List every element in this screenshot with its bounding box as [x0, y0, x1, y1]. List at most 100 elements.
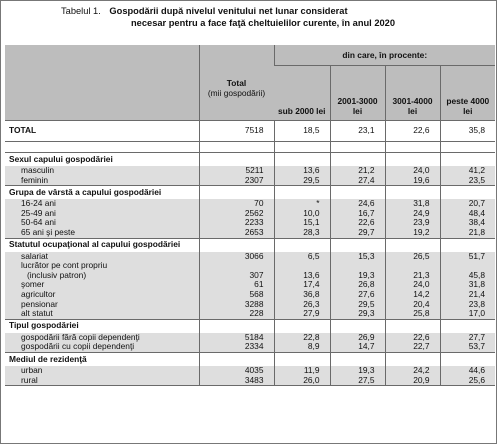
section-title: Statutul ocupaţional al capului gospodăr…	[5, 237, 199, 252]
header-col-3001-4000: 3001-4000 lei	[384, 65, 440, 121]
row-pct-1: 28,3	[273, 227, 330, 239]
total-pct-4: 35,8	[439, 120, 496, 142]
header-total-label: Total	[226, 77, 247, 88]
row-total: 2562	[198, 208, 274, 219]
row-pct-4: 23,5	[439, 175, 496, 186]
row-pct-2: 14,7	[329, 342, 385, 353]
header-total: Total (mii gospodării)	[198, 45, 274, 121]
row-total: 5184	[198, 332, 274, 343]
row-pct-4: 51,7	[439, 251, 496, 262]
row-pct-3: 24,2	[384, 365, 440, 376]
table-row: gospodării fără copii dependenţi 5184 22…	[5, 332, 496, 343]
total-row: TOTAL 7518 18,5 23,1 22,6 35,8	[5, 120, 496, 142]
row-total: 3066	[198, 251, 274, 262]
row-pct-2: 29,5	[329, 299, 385, 310]
row-pct-3: 24,9	[384, 208, 440, 219]
table-row: lucrător pe cont propriu	[5, 261, 496, 271]
table-row: urban 4035 11,9 19,3 24,2 44,6	[5, 365, 496, 376]
table-row: feminin 2307 29,5 27,4 19,6 23,5	[5, 175, 496, 186]
row-label: 25-49 ani	[5, 208, 199, 219]
row-pct-1: 13,6	[273, 270, 330, 281]
row-pct-3: 20,9	[384, 375, 440, 387]
row-label-continued: (inclusiv patron)	[5, 270, 199, 281]
header-col-sub-2000: sub 2000 lei	[274, 65, 330, 121]
row-total: 568	[198, 289, 274, 300]
row-pct-1: 6,5	[273, 251, 330, 262]
section-header: Grupa de vârstă a capului gospodăriei	[5, 185, 496, 200]
table-row: agricultor 568 36,8 27,6 14,2 21,4	[5, 289, 496, 300]
row-pct-3: 23,9	[384, 218, 440, 228]
row-label: gospodării cu copii dependenţi	[5, 342, 199, 353]
header-total-unit: (mii gospodării)	[207, 87, 266, 98]
row-pct-1: 22,8	[273, 332, 330, 343]
row-pct-2: 21,2	[329, 166, 385, 176]
row-pct-3: 19,6	[384, 175, 440, 186]
row-label: salariat	[5, 251, 199, 262]
row-pct-4: 38,4	[439, 218, 496, 228]
row-pct-1: 10,0	[273, 208, 330, 219]
row-pct-2: 26,8	[329, 280, 385, 290]
row-pct-2: 16,7	[329, 208, 385, 219]
row-pct-2: 22,6	[329, 218, 385, 228]
row-label: agricultor	[5, 289, 199, 300]
row-pct-4: 17,0	[439, 309, 496, 320]
row-pct-2: 24,6	[329, 199, 385, 209]
row-total: 70	[198, 199, 274, 209]
row-label: rural	[5, 375, 199, 387]
row-total: 2334	[198, 342, 274, 353]
table-row: 65 ani şi peste 2653 28,3 29,7 19,2 21,8	[5, 227, 496, 239]
header-din-care: din care, în procente:	[273, 45, 496, 66]
row-label: 50-64 ani	[5, 218, 199, 228]
row-pct-3: 24,0	[384, 166, 440, 176]
row-pct-3: 25,8	[384, 309, 440, 320]
row-pct-4: 21,4	[439, 289, 496, 300]
row-pct-2: 19,3	[329, 365, 385, 376]
section-header: Sexul capului gospodăriei	[5, 152, 496, 166]
row-pct-4: 20,7	[439, 199, 496, 209]
row-label: 16-24 ani	[5, 199, 199, 209]
table-row: 25-49 ani 2562 10,0 16,7 24,9 48,4	[5, 208, 496, 219]
header-col-peste-4000: peste 4000 lei	[439, 65, 496, 121]
row-label: pensionar	[5, 299, 199, 310]
row-pct-3: 20,4	[384, 299, 440, 310]
row-pct-1: 13,6	[273, 166, 330, 176]
table-row: 50-64 ani 2233 15,1 22,6 23,9 38,4	[5, 218, 496, 228]
total-value: 7518	[198, 120, 274, 142]
row-pct-2: 19,3	[329, 270, 385, 281]
row-total: 2653	[198, 227, 274, 239]
row-pct-1: 8,9	[273, 342, 330, 353]
row-pct-3: 19,2	[384, 227, 440, 239]
table-row: (inclusiv patron) 307 13,6 19,3 21,3 45,…	[5, 270, 496, 281]
section-header: Tipul gospodăriei	[5, 318, 496, 333]
row-total: 3483	[198, 375, 274, 387]
row-label: 65 ani şi peste	[5, 227, 199, 239]
row-pct-2: 27,5	[329, 375, 385, 387]
row-pct-1: 29,5	[273, 175, 330, 186]
row-total: 228	[198, 309, 274, 320]
table-number: Tabelul 1.	[61, 6, 101, 16]
row-pct-4: 44,6	[439, 365, 496, 376]
table-row: salariat 3066 6,5 15,3 26,5 51,7	[5, 251, 496, 262]
table-row: pensionar 3288 26,3 29,5 20,4 23,8	[5, 299, 496, 310]
title-line-2: necesar pentru a face faţă cheltuielilor…	[131, 18, 396, 28]
row-pct-4: 25,6	[439, 375, 496, 387]
row-label: feminin	[5, 175, 199, 186]
row-total: 4035	[198, 365, 274, 376]
row-pct-1: 17,4	[273, 280, 330, 290]
row-pct-4: 23,8	[439, 299, 496, 310]
row-pct-1: 11,9	[273, 365, 330, 376]
row-label: alt statut	[5, 309, 199, 320]
row-pct-4: 27,7	[439, 332, 496, 343]
total-pct-3: 22,6	[384, 120, 440, 142]
row-pct-1: 15,1	[273, 218, 330, 228]
table-row: masculin 5211 13,6 21,2 24,0 41,2	[5, 166, 496, 176]
row-pct-3: 22,7	[384, 342, 440, 353]
row-label: urban	[5, 365, 199, 376]
row-pct-1: 26,3	[273, 299, 330, 310]
total-pct-2: 23,1	[329, 120, 385, 142]
table-row: alt statut 228 27,9 29,3 25,8 17,0	[5, 309, 496, 320]
row-label: şomer	[5, 280, 199, 290]
row-pct-1: 26,0	[273, 375, 330, 387]
section-title: Tipul gospodăriei	[5, 318, 199, 333]
